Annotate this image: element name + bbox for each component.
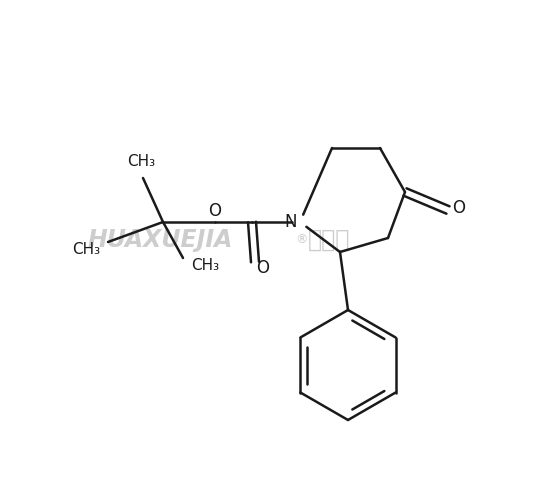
- Text: ®: ®: [295, 233, 307, 247]
- Text: 化学加: 化学加: [308, 228, 350, 252]
- Text: CH₃: CH₃: [72, 242, 100, 257]
- Text: O: O: [257, 259, 270, 277]
- Text: N: N: [285, 213, 297, 231]
- Text: O: O: [208, 202, 222, 220]
- Text: CH₃: CH₃: [191, 259, 219, 274]
- Text: HUAXUEJIA: HUAXUEJIA: [88, 228, 233, 252]
- Text: O: O: [452, 199, 466, 217]
- Text: CH₃: CH₃: [127, 155, 155, 169]
